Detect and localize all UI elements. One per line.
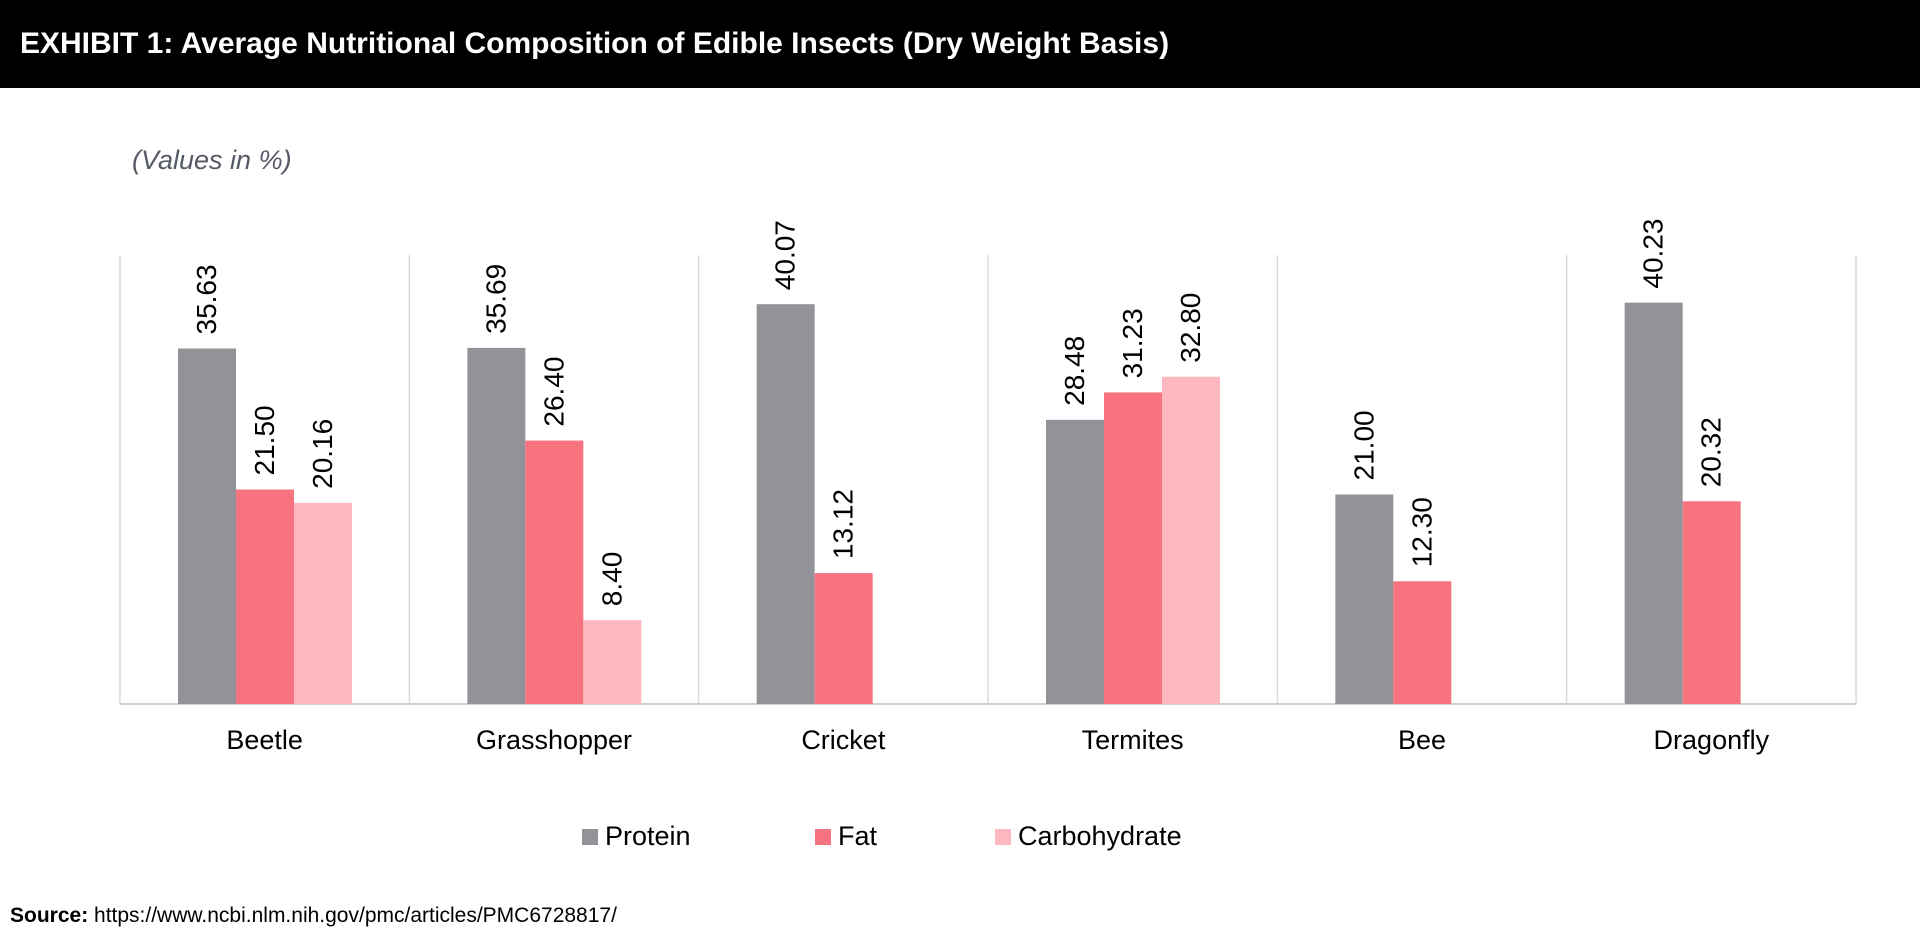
data-label-dragonfly-protein: 40.23	[1638, 219, 1669, 289]
chart-data-labels: 35.63 21.50 20.16 35.69 26.40 8.40 40.07 13.12 2…	[191, 219, 1727, 607]
x-tick-label-beetle: Beetle	[226, 725, 303, 755]
data-label-termites-carbohydrate: 32.80	[1175, 293, 1206, 363]
legend-label-protein: Protein	[605, 821, 691, 851]
data-label-cricket-fat: 13.12	[828, 489, 859, 559]
bar-grasshopper-protein	[467, 347, 526, 704]
data-label-termites-protein: 28.48	[1059, 336, 1090, 406]
bar-termites-fat	[1104, 392, 1162, 704]
data-label-beetle-carbohydrate: 20.16	[307, 419, 338, 489]
bar-grasshopper-fat	[525, 440, 584, 704]
bar-beetle-protein	[178, 348, 236, 704]
x-tick-label-bee: Bee	[1398, 725, 1446, 755]
legend-swatch-protein	[582, 829, 598, 845]
data-label-bee-protein: 21.00	[1348, 410, 1379, 480]
chart-bars	[178, 302, 1741, 704]
bar-chart: (Values in %) 35.63 21.50 20.16 35.69 26.40 8…	[119, 145, 1857, 851]
header-bar: EXHIBIT 1: Average Nutritional Compositi…	[0, 0, 1920, 88]
x-tick-label-grasshopper: Grasshopper	[476, 725, 632, 755]
bar-termites-protein	[1046, 419, 1104, 704]
bar-termites-carbohydrate	[1162, 376, 1220, 704]
source-label: Source:	[10, 904, 89, 927]
data-label-beetle-protein: 35.63	[191, 264, 222, 334]
bar-bee-fat	[1393, 581, 1452, 704]
data-label-beetle-fat: 21.50	[249, 405, 280, 475]
chart-subtitle: (Values in %)	[132, 145, 292, 175]
bar-bee-protein	[1335, 494, 1394, 704]
data-label-cricket-protein: 40.07	[770, 220, 801, 290]
bar-dragonfly-fat	[1682, 501, 1741, 704]
x-tick-label-termites: Termites	[1082, 725, 1184, 755]
page-title: EXHIBIT 1: Average Nutritional Compositi…	[20, 27, 1170, 60]
data-label-grasshopper-carbohydrate: 8.40	[596, 552, 627, 607]
chart-grid	[119, 255, 1857, 705]
data-label-bee-fat: 12.30	[1406, 497, 1437, 567]
legend-label-carbohydrate: Carbohydrate	[1018, 821, 1182, 851]
source-url: https://www.ncbi.nlm.nih.gov/pmc/article…	[94, 904, 617, 927]
legend-swatch-fat	[815, 829, 831, 845]
chart-x-axis: Beetle Grasshopper Cricket Termites Bee Drago…	[226, 725, 1769, 755]
bar-cricket-fat	[814, 573, 873, 704]
x-tick-label-cricket: Cricket	[801, 725, 886, 755]
data-label-termites-fat: 31.23	[1117, 308, 1148, 378]
data-label-grasshopper-protein: 35.69	[480, 264, 511, 334]
chart-legend: Protein Fat Carbohydrate	[582, 821, 1182, 851]
bar-beetle-fat	[236, 489, 294, 704]
data-label-grasshopper-fat: 26.40	[538, 357, 569, 427]
bar-dragonfly-protein	[1624, 302, 1683, 704]
legend-label-fat: Fat	[838, 821, 878, 851]
legend-swatch-carbohydrate	[995, 829, 1011, 845]
x-tick-label-dragonfly: Dragonfly	[1654, 725, 1770, 755]
bar-beetle-carbohydrate	[294, 502, 352, 704]
bar-cricket-protein	[756, 304, 815, 704]
source-note: Source: https://www.ncbi.nlm.nih.gov/pmc…	[10, 904, 617, 928]
data-label-dragonfly-fat: 20.32	[1696, 417, 1727, 487]
bar-grasshopper-carbohydrate	[583, 620, 642, 704]
